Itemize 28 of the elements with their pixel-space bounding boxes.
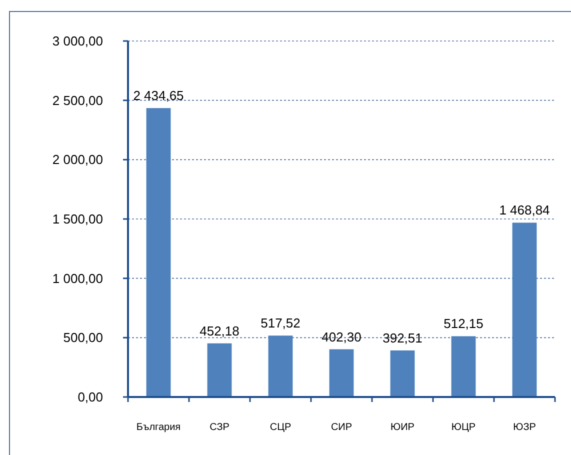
data-label: 517,52 [260, 316, 300, 331]
bar [390, 350, 415, 397]
data-label: 512,15 [444, 316, 484, 332]
y-tick-label: 1 500,00 [52, 212, 103, 227]
data-label: 1 468,84 [499, 202, 550, 218]
y-tick-label: 3 000,00 [52, 34, 103, 49]
x-tick-label: България [136, 422, 181, 433]
bar [512, 222, 537, 397]
x-tick-label: СИР [330, 422, 352, 433]
bar [268, 336, 293, 397]
bar [146, 108, 171, 397]
bar [329, 349, 354, 397]
x-tick-label: ЮИР [390, 422, 415, 433]
bar [207, 343, 232, 397]
data-label: 2 434,65 [133, 88, 184, 104]
data-label: 402,30 [322, 329, 362, 344]
x-tick-label: ЮЗР [513, 422, 536, 433]
x-tick-label: ЮЦР [451, 422, 476, 433]
bar [451, 336, 476, 397]
y-tick-label: 2 000,00 [52, 152, 103, 168]
y-tick-label: 1 000,00 [52, 270, 103, 286]
y-tick-label: 0,00 [78, 390, 103, 405]
y-tick-label: 500,00 [63, 330, 103, 346]
data-label: 392,51 [382, 330, 422, 346]
data-label: 452,18 [200, 323, 240, 338]
x-tick-label: СЦР [270, 422, 292, 433]
y-tick-label: 2 500,00 [52, 92, 103, 108]
x-tick-label: СЗР [210, 422, 230, 433]
